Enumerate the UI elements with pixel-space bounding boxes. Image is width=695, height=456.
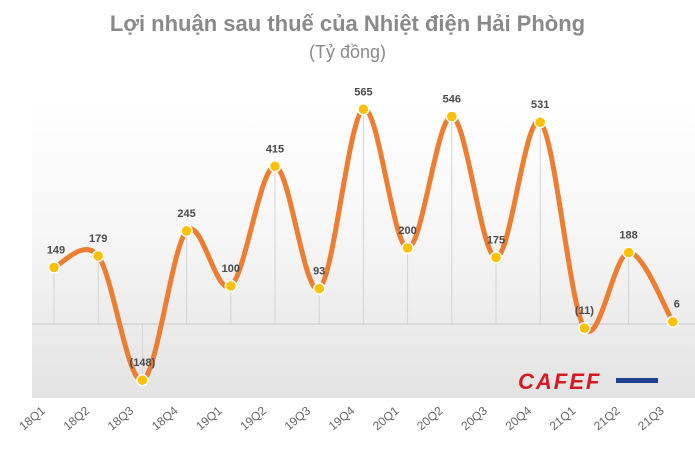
x-tick-18Q3: 18Q3 [105, 403, 137, 433]
x-tick-20Q1: 20Q1 [370, 403, 402, 433]
x-tick-labels-group: 18Q1 18Q2 18Q3 18Q4 19Q1 19Q2 19Q3 19Q4 20Q1 20Q2… [16, 403, 667, 433]
data-point-21Q3[interactable] [666, 315, 680, 328]
x-tick-21Q3: 21Q3 [635, 403, 667, 433]
data-point-18Q1[interactable] [47, 261, 61, 274]
data-label-19Q2: 415 [266, 143, 284, 155]
data-point-18Q2[interactable] [91, 249, 105, 263]
data-point-20Q3[interactable] [489, 251, 503, 264]
data-label-20Q4: 531 [531, 99, 549, 111]
x-tick-20Q4: 20Q4 [503, 403, 535, 433]
data-point-20Q1[interactable] [401, 241, 414, 255]
data-label-20Q3: 175 [487, 235, 505, 247]
data-label-18Q2: 179 [89, 233, 107, 245]
data-point-18Q3[interactable] [136, 373, 149, 387]
cafef-logo: CAFEF [518, 369, 658, 394]
x-tick-19Q4: 19Q4 [326, 403, 358, 433]
x-tick-20Q2: 20Q2 [414, 403, 446, 433]
x-tick-19Q1: 19Q1 [193, 403, 225, 433]
x-tick-18Q4: 18Q4 [149, 403, 181, 433]
logo-bar [616, 378, 658, 383]
data-label-19Q4: 565 [354, 86, 372, 98]
data-point-20Q4[interactable] [533, 115, 547, 129]
data-point-19Q2[interactable] [268, 160, 282, 173]
chart-header: Lợi nhuận sau thuế của Nhiệt điện Hải Ph… [0, 10, 695, 64]
data-label-20Q1: 200 [398, 225, 416, 237]
data-label-19Q3: 93 [313, 266, 325, 278]
data-point-18Q4[interactable] [180, 224, 193, 238]
data-label-21Q3: 6 [674, 299, 680, 311]
x-tick-19Q3: 19Q3 [282, 403, 314, 433]
x-tick-18Q1: 18Q1 [16, 403, 48, 433]
data-label-19Q1: 100 [222, 263, 240, 275]
markers-group [47, 103, 680, 387]
data-point-20Q2[interactable] [445, 110, 459, 123]
data-label-20Q2: 546 [443, 94, 461, 106]
data-label-21Q1: (11) [575, 305, 594, 317]
data-point-19Q3[interactable] [312, 282, 326, 295]
data-labels-group: 149 179 (148) 245 100 415 93 565 200 546 175 531 (11… [47, 86, 680, 369]
data-label-18Q4: 245 [177, 208, 195, 220]
x-tick-21Q2: 21Q2 [591, 403, 623, 433]
data-point-21Q2[interactable] [622, 246, 635, 259]
data-point-19Q1[interactable] [224, 279, 238, 293]
data-point-19Q4[interactable] [357, 103, 370, 116]
x-tick-21Q1: 21Q1 [547, 403, 579, 433]
x-tick-19Q2: 19Q2 [237, 403, 269, 433]
data-label-21Q2: 188 [619, 230, 637, 242]
x-tick-18Q2: 18Q2 [61, 403, 93, 433]
data-label-18Q3: (148) [130, 357, 156, 369]
chart-title: Lợi nhuận sau thuế của Nhiệt điện Hải Ph… [109, 11, 586, 36]
chart-subtitle: (Tỷ đồng) [308, 42, 387, 62]
data-point-21Q1[interactable] [578, 321, 591, 335]
x-tick-20Q3: 20Q3 [458, 403, 490, 433]
data-label-18Q1: 149 [47, 244, 65, 256]
logo-text: CAFEF [518, 369, 601, 394]
